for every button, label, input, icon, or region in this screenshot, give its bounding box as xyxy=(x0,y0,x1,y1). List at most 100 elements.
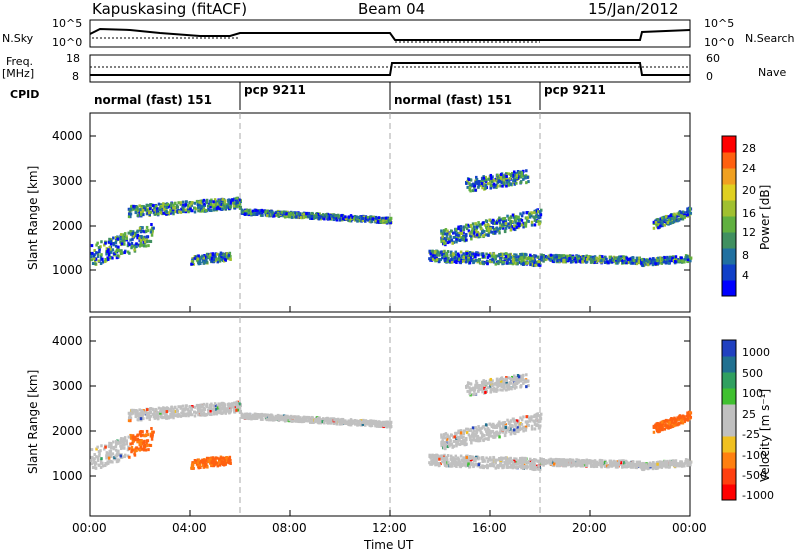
power-echo-cell xyxy=(226,203,230,207)
power-echo-cell xyxy=(469,258,473,262)
velocity-echo-cell xyxy=(491,422,495,426)
power-echo-cell xyxy=(683,260,686,264)
velocity-echo-cell xyxy=(349,421,353,425)
power-echo-cell xyxy=(90,244,94,248)
velocity-echo-cell xyxy=(507,461,510,465)
velocity-echo-cell xyxy=(445,437,449,441)
power-echo-cell xyxy=(267,212,271,216)
velocity-echo-cell xyxy=(459,454,463,458)
velocity-echo-cell xyxy=(112,446,115,450)
power-echo-cell xyxy=(151,208,155,212)
power-echo-cell xyxy=(152,211,156,215)
power-echo-cell xyxy=(202,198,206,202)
power-echo-cell xyxy=(107,240,111,244)
velocity-echo-cell xyxy=(129,436,133,440)
power-echo-cell xyxy=(641,263,644,267)
power-echo-cell xyxy=(145,235,149,239)
velocity-echo-cell xyxy=(470,456,474,460)
velocity-echo-cell xyxy=(193,414,197,418)
power-echo-cell xyxy=(510,171,514,175)
power-echo-cell xyxy=(141,208,145,212)
power-echo-cell xyxy=(482,254,485,258)
power-echo-cell xyxy=(654,220,658,224)
power-echo-cell xyxy=(310,215,313,219)
velocity-echo-cell xyxy=(287,416,290,420)
power-echo-cell xyxy=(496,260,500,264)
velocity-echo-cell xyxy=(472,432,476,436)
power-echo-cell xyxy=(506,214,509,218)
velocity-echo-cell xyxy=(98,454,101,458)
power-echo-cell xyxy=(651,263,655,267)
velocity-echo-cell xyxy=(273,418,276,422)
velocity-echo-cell xyxy=(151,412,155,416)
freq-right-tick-top: 60 xyxy=(706,52,720,65)
power-echo-cell xyxy=(648,260,651,264)
power-echo-cell xyxy=(216,200,220,204)
velocity-echo-cell xyxy=(477,463,481,467)
velocity-echo-cell xyxy=(370,421,373,425)
velocity-echo-cell xyxy=(485,429,488,433)
power-echo-cell xyxy=(466,179,469,183)
power-echo-cell xyxy=(375,216,378,220)
velocity-echo-cell xyxy=(136,418,140,422)
power-echo-cell xyxy=(524,221,528,225)
velocity-echo-cell xyxy=(494,466,498,470)
power-echo-cell xyxy=(130,230,133,234)
power-echo-cell xyxy=(503,220,506,224)
power-echo-cell xyxy=(153,212,157,216)
power-echo-cell xyxy=(545,255,549,259)
velocity-echo-cell xyxy=(221,407,225,411)
velocity-echo-cell xyxy=(351,419,354,423)
velocity-echo-cell xyxy=(532,468,536,472)
power-echo-cell xyxy=(209,205,212,209)
power-echo-cell xyxy=(210,254,213,258)
velocity-echo-cell xyxy=(111,460,114,464)
power-echo-cell xyxy=(476,181,480,185)
power-echo-cell xyxy=(463,259,466,263)
velocity-echo-cell xyxy=(111,452,115,456)
power-echo-cell xyxy=(531,259,534,263)
velocity-echo-cell xyxy=(139,445,142,449)
power-y-ticks xyxy=(90,135,690,271)
power-echo-cell xyxy=(142,213,145,217)
power-echo-cell xyxy=(338,218,342,222)
power-echo-cell xyxy=(143,230,146,234)
power-echo-cell xyxy=(223,199,227,203)
power-echo-cell xyxy=(445,259,449,263)
power-echo-cell xyxy=(155,209,159,213)
power-echo-cell xyxy=(159,205,162,209)
velocity-echo-cell xyxy=(509,419,513,423)
power-echo-cell xyxy=(630,257,634,261)
velocity-echo-cell xyxy=(344,421,348,425)
power-echo-cell xyxy=(662,260,666,264)
velocity-echo-cell xyxy=(197,466,201,470)
cpid-segment-label: pcp 9211 xyxy=(544,83,606,97)
power-echo-cell xyxy=(495,179,498,183)
velocity-echo-cell xyxy=(103,447,106,451)
power-echo-cell xyxy=(159,207,162,211)
velocity-echo-cell xyxy=(440,435,443,439)
power-echo-cell xyxy=(499,177,503,181)
velocity-echo-cell xyxy=(385,423,388,427)
velocity-echo-cell xyxy=(129,442,132,446)
velocity-echo-cell xyxy=(213,458,216,462)
velocity-echo-cell xyxy=(437,464,441,468)
power-echo-cell xyxy=(652,260,655,264)
power-echo-cell xyxy=(212,205,215,209)
cpid-dashed-line xyxy=(239,113,541,312)
power-echo-cell xyxy=(486,262,489,266)
power-echo-cell xyxy=(462,228,466,232)
power-echo-cell xyxy=(531,257,535,261)
velocity-echo-cell xyxy=(218,403,221,407)
power-echo-cell xyxy=(533,223,537,227)
velocity-echo-cell xyxy=(382,420,386,424)
velocity-echo-cell xyxy=(513,459,516,463)
velocity-echo-cell xyxy=(188,409,191,413)
power-echo-cell xyxy=(241,210,245,214)
power-echo-cell xyxy=(515,225,518,229)
power-echo-cell xyxy=(308,213,311,217)
power-echo-cell xyxy=(619,257,623,261)
power-echo-cell xyxy=(457,233,460,237)
power-echo-cell xyxy=(96,254,100,258)
power-echo-cell xyxy=(103,243,106,247)
